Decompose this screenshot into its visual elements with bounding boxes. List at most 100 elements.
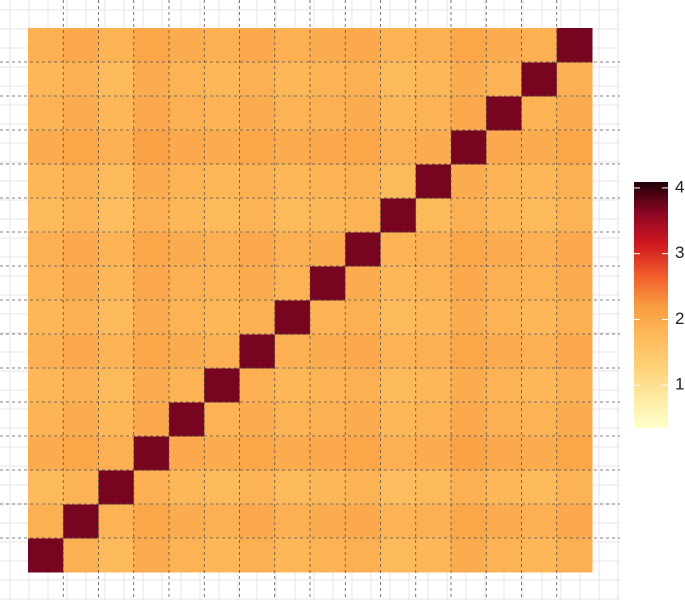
heatmap-cell bbox=[451, 538, 487, 573]
heatmap-cell bbox=[415, 164, 452, 199]
heatmap-cell bbox=[63, 232, 99, 267]
heatmap-cell bbox=[133, 62, 170, 97]
heatmap-cell bbox=[415, 402, 452, 437]
heatmap-cell bbox=[169, 198, 205, 233]
heatmap-cell bbox=[556, 470, 593, 505]
heatmap-cell bbox=[239, 266, 276, 301]
heatmap-cell bbox=[380, 436, 417, 471]
heatmap-cell bbox=[204, 300, 240, 335]
heatmap-cell bbox=[274, 62, 311, 97]
heatmap-cell bbox=[415, 232, 452, 267]
heatmap-cell bbox=[133, 368, 170, 403]
heatmap-cell bbox=[451, 130, 487, 165]
heatmap-cell bbox=[486, 538, 522, 573]
heatmap-cell bbox=[556, 28, 593, 63]
heatmap-cell bbox=[380, 470, 417, 505]
heatmap-cell bbox=[204, 334, 240, 369]
heatmap-cell bbox=[486, 130, 522, 165]
heatmap-cell bbox=[204, 232, 240, 267]
heatmap-cell bbox=[63, 28, 99, 63]
heatmap-cell bbox=[486, 198, 522, 233]
heatmap-cell bbox=[239, 368, 276, 403]
heatmap-cell bbox=[169, 334, 205, 369]
heatmap-cell bbox=[345, 130, 381, 165]
heatmap-cell bbox=[345, 62, 381, 97]
heatmap-cell bbox=[169, 300, 205, 335]
heatmap-cell bbox=[98, 266, 135, 301]
heatmap-cell bbox=[239, 436, 276, 471]
heatmap-cell bbox=[28, 300, 64, 335]
heatmap-cell bbox=[380, 368, 417, 403]
heatmap-cell bbox=[204, 436, 240, 471]
heatmap-cell bbox=[380, 28, 417, 63]
heatmap-cell bbox=[28, 538, 64, 573]
heatmap-cell bbox=[451, 470, 487, 505]
heatmap-cell bbox=[451, 266, 487, 301]
heatmap-cell bbox=[521, 198, 558, 233]
heatmap-cell bbox=[169, 402, 205, 437]
heatmap-cell bbox=[310, 232, 346, 267]
heatmap-cell bbox=[63, 300, 99, 335]
heatmap-cell bbox=[415, 504, 452, 539]
heatmap-cell bbox=[486, 504, 522, 539]
heatmap-cell bbox=[274, 96, 311, 131]
heatmap-cell bbox=[556, 164, 593, 199]
heatmap-cell bbox=[204, 470, 240, 505]
heatmap-cell bbox=[415, 130, 452, 165]
heatmap-cell bbox=[239, 96, 276, 131]
heatmap-cell bbox=[556, 504, 593, 539]
heatmap-cell bbox=[133, 504, 170, 539]
heatmap-cell bbox=[28, 28, 64, 63]
heatmap-cell bbox=[28, 232, 64, 267]
heatmap-cell bbox=[98, 402, 135, 437]
heatmap-cell bbox=[451, 504, 487, 539]
heatmap-cell bbox=[274, 538, 311, 573]
heatmap-cell bbox=[63, 368, 99, 403]
heatmap-cell bbox=[345, 300, 381, 335]
heatmap-cell bbox=[28, 436, 64, 471]
heatmap-cell bbox=[274, 28, 311, 63]
heatmap-cell bbox=[28, 470, 64, 505]
heatmap-cell bbox=[204, 368, 240, 403]
heatmap-cell bbox=[345, 436, 381, 471]
heatmap-cell bbox=[98, 300, 135, 335]
heatmap-cell bbox=[310, 300, 346, 335]
heatmap-cell bbox=[63, 96, 99, 131]
heatmap-cell bbox=[310, 436, 346, 471]
heatmap-cell bbox=[28, 266, 64, 301]
heatmap-cell bbox=[415, 62, 452, 97]
heatmap-cell bbox=[274, 130, 311, 165]
heatmap-cell bbox=[310, 198, 346, 233]
heatmap-cell bbox=[63, 266, 99, 301]
heatmap-cell bbox=[274, 504, 311, 539]
heatmap-cell bbox=[521, 164, 558, 199]
heatmap-cell bbox=[63, 334, 99, 369]
heatmap-cell bbox=[486, 266, 522, 301]
heatmap-cell bbox=[451, 232, 487, 267]
heatmap-cell bbox=[521, 130, 558, 165]
heatmap-cell bbox=[521, 62, 558, 97]
heatmap-cell bbox=[133, 266, 170, 301]
heatmap-cell bbox=[521, 436, 558, 471]
heatmap-cell bbox=[310, 334, 346, 369]
heatmap-cell bbox=[380, 334, 417, 369]
heatmap-cell bbox=[380, 402, 417, 437]
colorbar bbox=[634, 182, 668, 428]
heatmap-cell bbox=[556, 538, 593, 573]
heatmap-cell bbox=[239, 470, 276, 505]
colorbar-tick-label: 2 bbox=[675, 309, 684, 328]
heatmap-cell bbox=[204, 130, 240, 165]
heatmap-cell bbox=[169, 266, 205, 301]
heatmap-cell bbox=[556, 130, 593, 165]
heatmap-cell bbox=[310, 538, 346, 573]
heatmap-cell bbox=[486, 436, 522, 471]
heatmap-cell bbox=[486, 300, 522, 335]
heatmap-cell bbox=[63, 436, 99, 471]
heatmap-cell bbox=[98, 232, 135, 267]
heatmap-cell bbox=[451, 28, 487, 63]
heatmap-cell bbox=[63, 62, 99, 97]
heatmap-cell bbox=[28, 504, 64, 539]
heatmap-cell bbox=[204, 28, 240, 63]
heatmap-cell bbox=[556, 96, 593, 131]
heatmap-cell bbox=[63, 538, 99, 573]
